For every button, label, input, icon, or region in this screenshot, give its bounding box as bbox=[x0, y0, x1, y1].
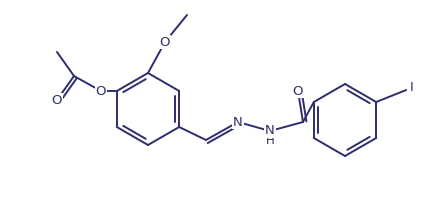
Text: O: O bbox=[96, 84, 106, 97]
Text: O: O bbox=[160, 35, 170, 48]
Text: H: H bbox=[265, 135, 274, 147]
Text: N: N bbox=[233, 116, 243, 129]
Text: I: I bbox=[409, 81, 413, 94]
Text: O: O bbox=[293, 84, 303, 97]
Text: N: N bbox=[265, 124, 275, 137]
Text: O: O bbox=[52, 94, 62, 107]
